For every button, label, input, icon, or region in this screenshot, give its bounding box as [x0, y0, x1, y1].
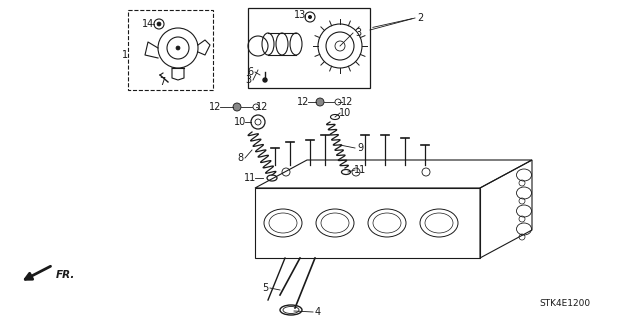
Ellipse shape — [280, 305, 302, 315]
Circle shape — [233, 103, 241, 111]
Text: 7: 7 — [159, 77, 165, 87]
Text: 1: 1 — [122, 50, 128, 60]
Text: 11: 11 — [244, 173, 256, 183]
Text: 9: 9 — [357, 143, 363, 153]
Text: STK4E1200: STK4E1200 — [540, 299, 591, 308]
Circle shape — [176, 46, 180, 50]
Bar — [248, 8, 370, 88]
Text: FR.: FR. — [56, 270, 76, 280]
Text: 3: 3 — [355, 28, 361, 38]
Text: 12: 12 — [297, 97, 309, 107]
Text: 5: 5 — [262, 283, 268, 293]
Circle shape — [157, 22, 161, 26]
Text: 14: 14 — [142, 19, 154, 29]
Text: 12: 12 — [341, 97, 353, 107]
Text: 12: 12 — [256, 102, 268, 112]
Text: 4: 4 — [315, 307, 321, 317]
Text: 13: 13 — [294, 10, 306, 20]
Text: 10: 10 — [339, 108, 351, 118]
Text: 2: 2 — [417, 13, 423, 23]
Circle shape — [308, 15, 312, 19]
Circle shape — [316, 98, 324, 106]
Text: 8: 8 — [237, 153, 243, 163]
Bar — [128, 10, 213, 90]
Text: 12: 12 — [209, 102, 221, 112]
Text: 6: 6 — [247, 67, 253, 77]
Text: 10: 10 — [234, 117, 246, 127]
Circle shape — [263, 78, 267, 82]
Text: 3: 3 — [245, 75, 251, 85]
Text: 11: 11 — [354, 165, 366, 175]
